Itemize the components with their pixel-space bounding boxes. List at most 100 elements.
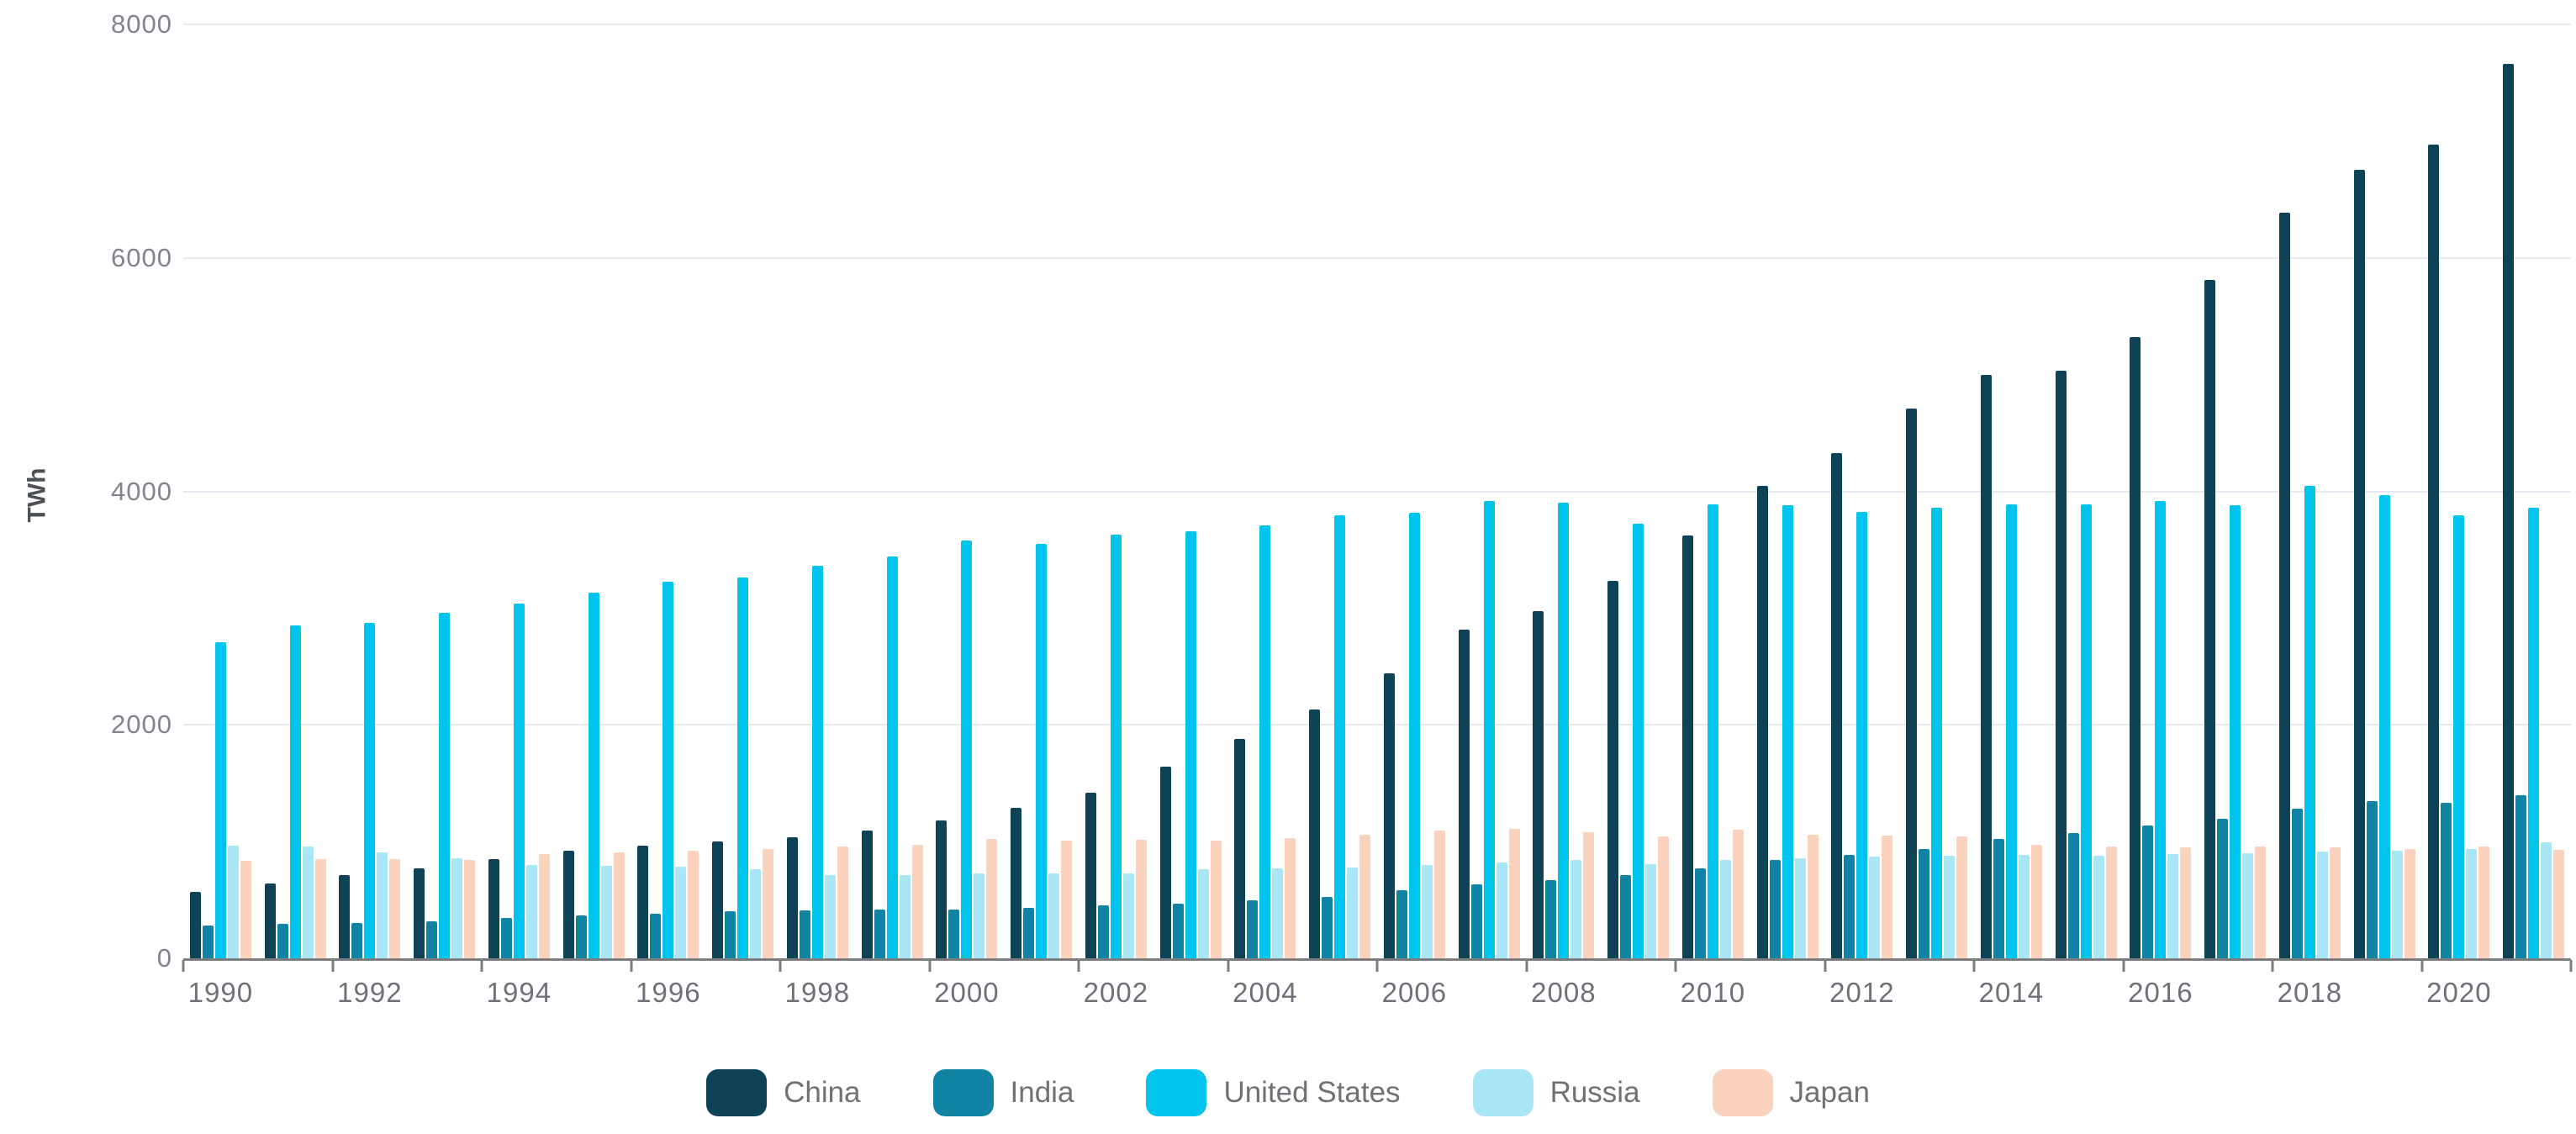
bar-india-1990[interactable]	[202, 926, 214, 958]
bar-russia-2009[interactable]	[1645, 864, 1657, 958]
bar-india-2015[interactable]	[2067, 833, 2079, 958]
bar-china-1994[interactable]	[488, 858, 499, 958]
bar-russia-1998[interactable]	[824, 875, 836, 958]
bar-united-states-1993[interactable]	[439, 612, 451, 958]
bar-china-2001[interactable]	[1011, 807, 1022, 958]
bar-india-2012[interactable]	[1844, 855, 1855, 958]
bar-china-2008[interactable]	[1533, 610, 1544, 958]
legend-item-india[interactable]: India	[932, 1069, 1074, 1116]
bar-russia-2007[interactable]	[1496, 862, 1507, 958]
bar-china-2020[interactable]	[2428, 145, 2440, 958]
bar-united-states-1996[interactable]	[662, 582, 674, 958]
bar-japan-1999[interactable]	[911, 845, 923, 958]
bar-russia-2014[interactable]	[2018, 855, 2030, 958]
bar-russia-1997[interactable]	[750, 868, 762, 958]
bar-japan-1990[interactable]	[240, 861, 251, 958]
bar-japan-2004[interactable]	[1285, 837, 1296, 958]
bar-india-2007[interactable]	[1470, 883, 1482, 958]
bar-india-2000[interactable]	[948, 909, 960, 958]
bar-russia-2021[interactable]	[2541, 841, 2552, 958]
bar-japan-2015[interactable]	[2105, 846, 2117, 958]
bar-india-2001[interactable]	[1023, 908, 1035, 958]
bar-united-states-2010[interactable]	[1707, 504, 1718, 958]
bar-russia-2004[interactable]	[1272, 868, 1284, 958]
bar-united-states-2018[interactable]	[2304, 485, 2315, 958]
bar-japan-2013[interactable]	[1956, 836, 1968, 958]
bar-india-2011[interactable]	[1769, 859, 1781, 958]
bar-united-states-2004[interactable]	[1259, 525, 1271, 958]
bar-india-2019[interactable]	[2366, 800, 2378, 958]
bar-japan-1997[interactable]	[763, 849, 774, 958]
bar-united-states-2005[interactable]	[1334, 514, 1346, 958]
bar-china-2009[interactable]	[1607, 581, 1619, 958]
bar-japan-2005[interactable]	[1359, 834, 1371, 958]
bar-united-states-1992[interactable]	[364, 623, 376, 958]
bar-china-2004[interactable]	[1234, 738, 1246, 958]
bar-japan-2018[interactable]	[2329, 847, 2341, 958]
bar-china-1996[interactable]	[637, 846, 649, 958]
bar-china-2021[interactable]	[2503, 64, 2515, 958]
bar-united-states-1994[interactable]	[513, 603, 525, 958]
bar-japan-1994[interactable]	[538, 853, 550, 958]
bar-russia-1999[interactable]	[899, 874, 911, 958]
bar-united-states-2020[interactable]	[2453, 514, 2465, 958]
bar-russia-2001[interactable]	[1048, 873, 1060, 958]
bar-united-states-2008[interactable]	[1558, 502, 1570, 958]
bar-china-2017[interactable]	[2204, 280, 2216, 958]
bar-russia-2005[interactable]	[1347, 867, 1359, 958]
bar-japan-2000[interactable]	[986, 839, 998, 958]
bar-china-2013[interactable]	[1906, 408, 1918, 958]
bar-india-1993[interactable]	[426, 920, 438, 958]
bar-india-1997[interactable]	[725, 911, 736, 958]
bar-russia-2020[interactable]	[2466, 849, 2478, 958]
bar-russia-1990[interactable]	[227, 846, 239, 958]
bar-china-2011[interactable]	[1756, 485, 1768, 958]
bar-russia-2010[interactable]	[1719, 859, 1731, 958]
bar-india-1992[interactable]	[351, 922, 363, 958]
bar-russia-1993[interactable]	[451, 857, 463, 958]
bar-russia-2016[interactable]	[2167, 853, 2179, 958]
bar-united-states-1990[interactable]	[214, 642, 226, 958]
bar-india-2009[interactable]	[1620, 874, 1632, 958]
bar-united-states-2006[interactable]	[1408, 512, 1420, 958]
bar-russia-1996[interactable]	[675, 866, 687, 958]
bar-russia-2002[interactable]	[1122, 873, 1134, 958]
bar-russia-1994[interactable]	[525, 864, 537, 958]
bar-japan-2012[interactable]	[1882, 836, 1893, 958]
bar-united-states-2012[interactable]	[1856, 511, 1868, 958]
bar-united-states-2001[interactable]	[1036, 544, 1048, 958]
bar-india-1991[interactable]	[277, 924, 288, 958]
bar-china-2014[interactable]	[1980, 374, 1992, 958]
bar-russia-2013[interactable]	[1944, 856, 1956, 958]
bar-india-2018[interactable]	[2291, 809, 2303, 958]
bar-japan-2017[interactable]	[2255, 847, 2267, 958]
bar-china-2007[interactable]	[1458, 630, 1470, 958]
bar-india-1996[interactable]	[650, 913, 662, 958]
bar-japan-2009[interactable]	[1658, 836, 1670, 958]
bar-japan-2020[interactable]	[2478, 847, 2490, 958]
bar-india-2006[interactable]	[1396, 889, 1407, 958]
bar-india-1999[interactable]	[874, 910, 885, 958]
bar-india-2013[interactable]	[1919, 849, 1930, 958]
bar-china-2016[interactable]	[2130, 336, 2141, 958]
bar-japan-1993[interactable]	[464, 859, 476, 958]
bar-united-states-2015[interactable]	[2080, 504, 2092, 958]
bar-japan-2021[interactable]	[2553, 849, 2565, 958]
bar-russia-2011[interactable]	[1794, 857, 1806, 958]
bar-japan-2019[interactable]	[2404, 849, 2415, 958]
bar-india-2005[interactable]	[1322, 897, 1333, 958]
bar-japan-2010[interactable]	[1732, 830, 1744, 958]
bar-china-2015[interactable]	[2055, 371, 2067, 958]
bar-china-2019[interactable]	[2353, 169, 2365, 958]
bar-united-states-1995[interactable]	[588, 592, 599, 958]
bar-united-states-2002[interactable]	[1110, 534, 1122, 958]
bar-india-1998[interactable]	[799, 910, 810, 958]
bar-china-1997[interactable]	[712, 841, 724, 958]
bar-india-2017[interactable]	[2217, 819, 2229, 958]
bar-russia-2000[interactable]	[974, 873, 985, 958]
bar-united-states-1998[interactable]	[811, 565, 823, 958]
bar-china-1993[interactable]	[414, 868, 425, 958]
bar-india-2008[interactable]	[1545, 879, 1557, 958]
bar-russia-2015[interactable]	[2093, 855, 2104, 958]
bar-india-2016[interactable]	[2142, 825, 2154, 958]
